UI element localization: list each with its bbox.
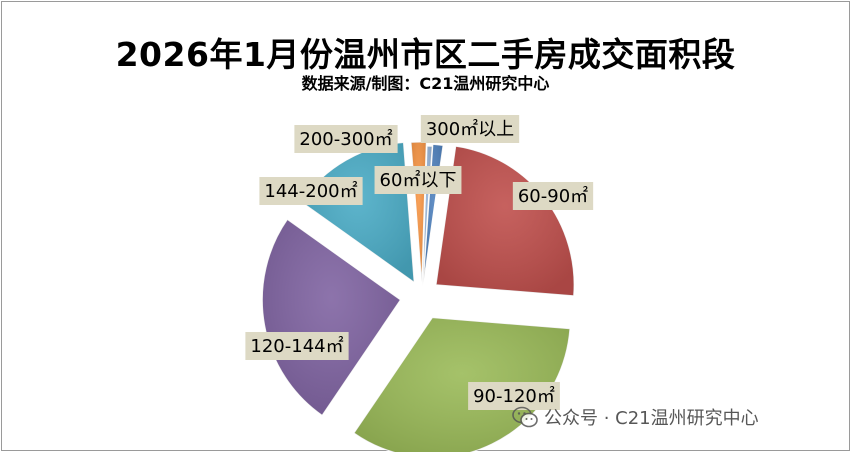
slice-label: 60㎡以下 — [374, 166, 462, 194]
slice-label: 300㎡以上 — [420, 115, 520, 143]
slice-label-box — [259, 177, 363, 205]
slice-label-text: 144-200㎡ — [264, 180, 357, 202]
slice-label-box — [468, 382, 560, 410]
slice-label-text: 300㎡以上 — [426, 118, 514, 140]
pie-slice-shade — [262, 219, 401, 416]
slice-label-box — [294, 125, 398, 153]
slice-label-text: 60-90㎡ — [518, 185, 588, 207]
slice-label: 120-144㎡ — [245, 332, 349, 360]
slice-label: 90-120㎡ — [468, 382, 560, 410]
slice-label: 144-200㎡ — [259, 177, 363, 205]
slice-label-box — [420, 115, 520, 143]
pie-slice-shade — [436, 146, 575, 296]
watermark-text: 公众号 · C21温州研究中心 — [544, 408, 759, 429]
watermark: 公众号 · C21温州研究中心 — [512, 404, 759, 430]
slice-label-text: 200-300㎡ — [299, 128, 392, 150]
pie-slice-shade — [354, 317, 570, 452]
slice-label: 200-300㎡ — [294, 125, 398, 153]
slice-label-text: 120-144㎡ — [250, 335, 343, 357]
slice-label-text: 60㎡以下 — [380, 169, 457, 191]
chart-title: 2026年1月份温州市区二手房成交面积段 — [115, 35, 736, 74]
wechat-icon — [512, 406, 538, 428]
slice-label-box — [512, 182, 594, 210]
slice-label-box — [374, 166, 462, 194]
slice-label-box — [245, 332, 349, 360]
pie-labels: 60㎡以下 60-90㎡ 90-120㎡ 120-144㎡ 144-200㎡ 200-30… — [245, 115, 594, 410]
slice-label-text: 90-120㎡ — [473, 385, 555, 407]
slice-label: 60-90㎡ — [512, 182, 594, 210]
chart-subtitle: 数据来源/制图：C21温州研究中心 — [301, 74, 550, 93]
